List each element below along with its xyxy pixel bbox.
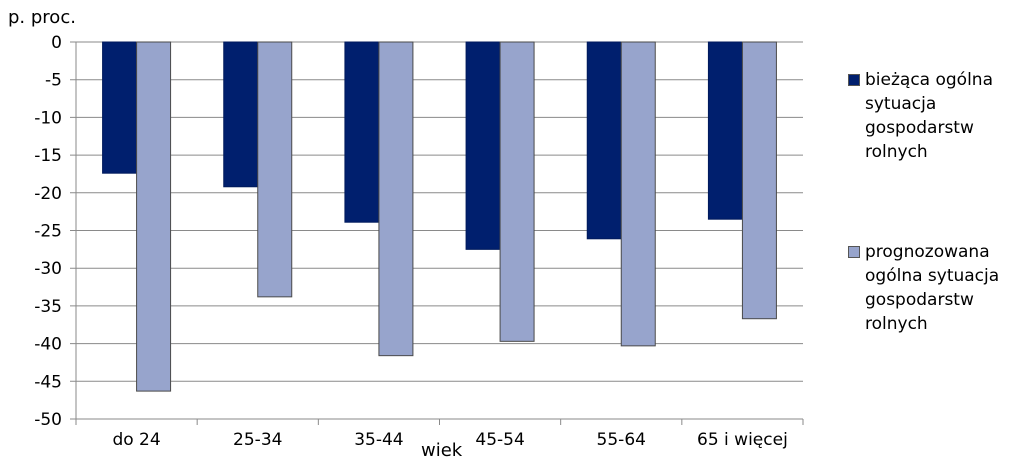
bar — [223, 41, 259, 188]
x-tick-label: 65 i więcej — [697, 430, 788, 450]
x-tick-label: 35-44 — [354, 430, 403, 450]
bar — [102, 41, 138, 174]
y-tick-label: -25 — [34, 222, 62, 242]
x-tick-label: 55-64 — [597, 430, 646, 450]
y-tick-label: -5 — [45, 71, 62, 91]
y-tick-label: -30 — [34, 259, 62, 279]
bar — [344, 41, 380, 223]
bar — [378, 41, 414, 357]
y-tick-label: -50 — [34, 410, 62, 430]
x-tick-label: 25-34 — [233, 430, 282, 450]
legend-item-current: bieżąca ogólna sytuacja gospodarstw roln… — [848, 68, 1018, 164]
y-axis-title: p. proc. — [8, 7, 76, 28]
bar — [741, 41, 777, 320]
legend-swatch-current — [848, 74, 860, 86]
y-tick-labels: 0 -5 -10 -15 -20 -25 -30 -35 -40 -45 -50 — [34, 33, 62, 430]
y-tick-label: -10 — [34, 108, 62, 128]
legend-item-forecast: prognozowana ogólna sytuacja gospodarstw… — [848, 240, 1018, 336]
bar — [257, 41, 293, 298]
bar — [707, 41, 743, 220]
y-tick-label: -35 — [34, 297, 62, 317]
y-tick-label: -40 — [34, 335, 62, 355]
y-tick-label: -20 — [34, 184, 62, 204]
legend-label-current: bieżąca ogólna sytuacja gospodarstw roln… — [865, 70, 993, 162]
bars — [102, 41, 777, 392]
x-tick-labels: do 24 25-34 35-44 45-54 55-64 65 i więcej — [112, 430, 787, 450]
bar — [586, 41, 622, 240]
y-tick-label: 0 — [51, 33, 62, 53]
y-tick-label: -15 — [34, 146, 62, 166]
gridlines — [70, 41, 803, 420]
x-axis-title: wiek — [421, 440, 463, 461]
x-tick-label: 45-54 — [475, 430, 524, 450]
bar — [499, 41, 535, 342]
bar — [620, 41, 656, 347]
bar — [136, 41, 172, 392]
axes — [75, 42, 804, 425]
x-tick-label: do 24 — [112, 430, 160, 450]
legend-swatch-forecast — [848, 246, 860, 258]
bar — [465, 41, 501, 250]
y-tick-label: -45 — [34, 372, 62, 392]
legend-label-forecast: prognozowana ogólna sytuacja gospodarstw… — [865, 242, 1000, 334]
